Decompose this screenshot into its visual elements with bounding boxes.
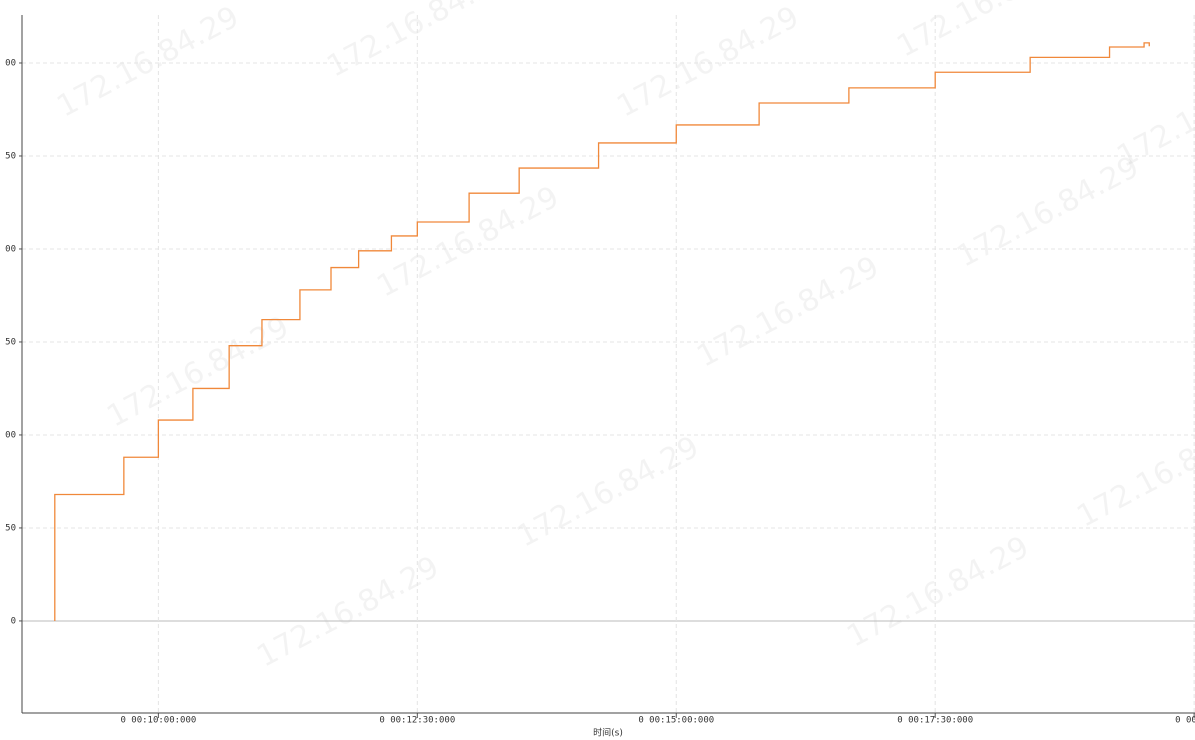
data-line: [54, 42, 1150, 621]
watermark: 172.16.84.29: [951, 150, 1144, 275]
y-tick-label: 00: [5, 244, 16, 254]
x-tick-label: 0 00:20: [1175, 716, 1195, 726]
x-tick-label: 0 00:17:30:000: [897, 716, 973, 726]
watermark: 172.16.84.29: [101, 310, 294, 435]
x-tick-label: 0 00:12:30:000: [379, 716, 455, 726]
watermark: 172.16.84.29: [691, 250, 884, 375]
watermark: 172.16.84.29: [251, 550, 444, 675]
y-tick-label: 50: [5, 337, 16, 347]
y-tick-label: 00: [5, 430, 16, 440]
watermark: 172.16.84.29: [51, 0, 244, 125]
x-tick-label: 0 00:10:00:000: [120, 716, 196, 726]
y-tick-label: 50: [5, 523, 16, 533]
watermark: 172.16.84.29: [611, 0, 804, 125]
y-tick-label: 50: [5, 151, 16, 161]
x-tick-label: 0 00:15:00:000: [638, 716, 714, 726]
y-tick-label: 00: [5, 58, 16, 68]
watermark: 172.16.84.29: [1071, 410, 1195, 535]
watermark: 172.16.84.29: [891, 0, 1084, 65]
watermark: 172.16.84.29: [511, 430, 704, 555]
watermark: 172.16.84.29: [371, 180, 564, 305]
y-tick-label: 0: [11, 616, 16, 626]
x-axis-title: 时间(s): [593, 727, 623, 739]
watermark: 172.16.84.29: [321, 0, 514, 85]
watermark: 172.16.84.29: [841, 530, 1034, 655]
